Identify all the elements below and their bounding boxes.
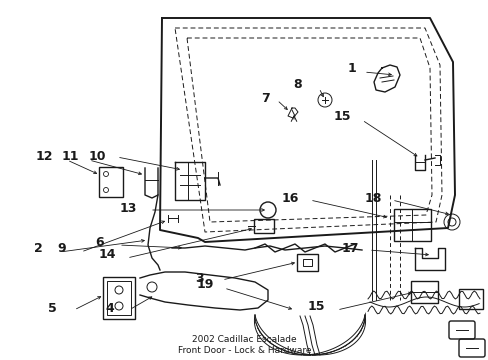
Text: 12: 12 (35, 150, 53, 163)
Text: 5: 5 (47, 302, 56, 315)
Text: 2: 2 (34, 242, 42, 255)
Text: 15: 15 (332, 109, 350, 122)
Text: 4: 4 (105, 302, 114, 315)
Text: 1: 1 (347, 62, 356, 75)
Text: 14: 14 (98, 248, 116, 261)
Text: 19: 19 (196, 279, 213, 292)
Text: 3: 3 (195, 271, 204, 284)
Text: 6: 6 (96, 235, 104, 248)
Text: 2002 Cadillac Escalade
Front Door - Lock & Hardware: 2002 Cadillac Escalade Front Door - Lock… (177, 335, 311, 355)
Text: 8: 8 (293, 78, 302, 91)
Text: 13: 13 (119, 202, 137, 215)
Text: 11: 11 (61, 150, 79, 163)
Text: 10: 10 (88, 150, 105, 163)
Text: 9: 9 (58, 242, 66, 255)
Text: 15: 15 (306, 300, 324, 312)
Text: 16: 16 (281, 192, 298, 204)
Text: 18: 18 (364, 192, 381, 204)
Text: 17: 17 (341, 242, 358, 255)
Text: 7: 7 (260, 91, 269, 104)
